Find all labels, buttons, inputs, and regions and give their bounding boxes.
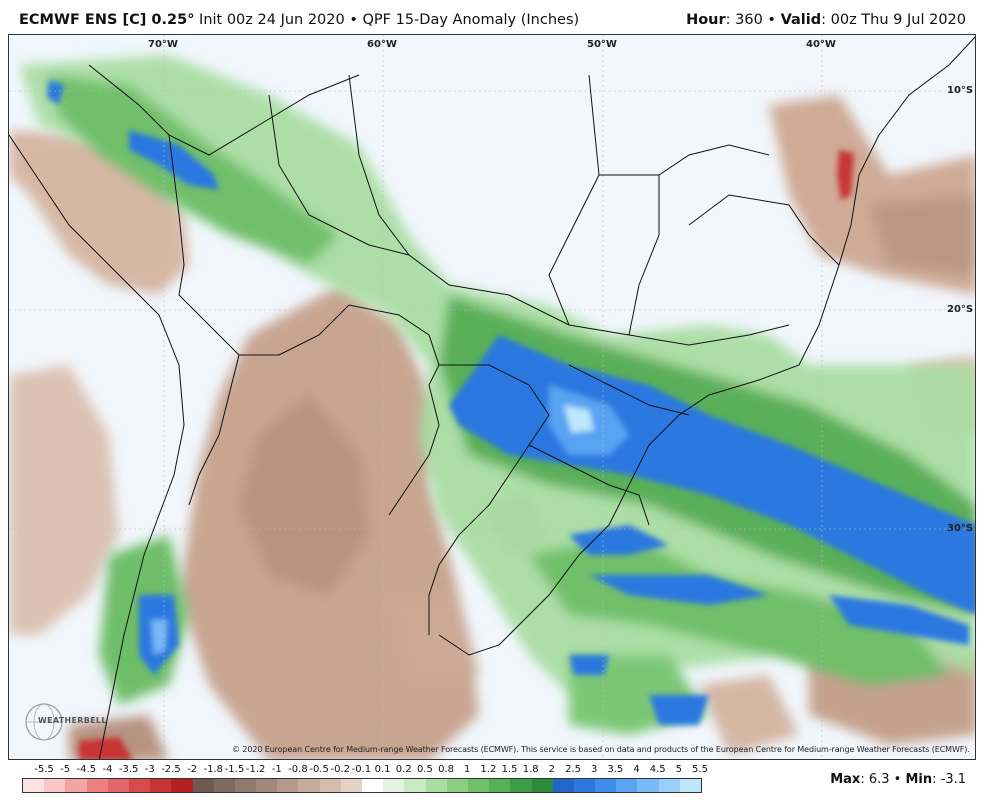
legend-tick: 5.5	[692, 764, 708, 775]
legend-swatch	[107, 779, 129, 792]
precipitation-anomaly-map[interactable]: 70°W 60°W 50°W 40°W 10°S 20°S 30°S	[8, 34, 976, 760]
color-legend: -5.5 -5 -4.5 -4 -3.5 -3 -2.5 -2 -1.8 -1.5 -1.2 -1 -0…	[22, 764, 708, 804]
map-canvas	[9, 35, 975, 759]
legend-swatch	[128, 779, 151, 792]
legend-swatch	[489, 779, 511, 792]
legend-swatch	[467, 779, 490, 792]
degree-symbol: °	[187, 12, 195, 28]
legend-tick: 5	[675, 764, 683, 775]
legend-tick: -0.1	[351, 764, 372, 775]
valid-label: Valid	[780, 12, 822, 28]
legend-tick: -5.5	[34, 764, 54, 775]
min-value: : -3.1	[932, 772, 966, 787]
lat-label-30s: 30°S	[947, 523, 974, 534]
legend-tick: -1.8	[203, 764, 224, 775]
legend-tick: 1.5	[501, 764, 518, 775]
lon-label-40w: 40°W	[806, 39, 836, 50]
legend-swatch	[573, 779, 596, 792]
legend-tick: 1.8	[522, 764, 539, 775]
copyright-notice: © 2020 European Centre for Medium-range …	[232, 745, 970, 754]
legend-tick: 1	[464, 764, 471, 775]
legend-tick: 4.5	[649, 764, 666, 775]
valid-value: : 00z Thu 9 Jul 2020	[821, 12, 966, 28]
legend-tick: -1.5	[224, 764, 245, 775]
legend-tick: 2.5	[565, 764, 581, 775]
legend-tick: 2	[548, 764, 556, 775]
lon-label-50w: 50°W	[587, 39, 617, 50]
red-anomaly-regions	[79, 150, 854, 759]
legend-swatch	[616, 779, 638, 792]
legend-swatch	[658, 779, 680, 792]
legend-swatch	[319, 779, 341, 792]
legend-swatch	[213, 779, 235, 792]
legend-swatch	[510, 779, 532, 792]
legend-tick: 1.2	[480, 764, 497, 775]
hour-value: : 360 •	[725, 12, 781, 28]
legend-tick: 0.8	[438, 764, 455, 775]
legend-swatch	[552, 779, 574, 792]
legend-swatch	[234, 779, 257, 792]
weatherbell-globe-icon	[25, 703, 63, 741]
legend-tick: -2	[187, 764, 198, 775]
legend-swatch	[86, 779, 108, 792]
lat-label-20s: 20°S	[947, 304, 974, 315]
legend-tick: 0.5	[416, 764, 433, 775]
legend-swatch	[23, 779, 45, 792]
high-anomaly-regions	[47, 80, 975, 725]
legend-tick: -0.2	[330, 764, 351, 775]
legend-swatch	[65, 779, 87, 792]
legend-swatch	[298, 779, 320, 792]
map-title: ECMWF ENS [C] 0.25° Init 00z 24 Jun 2020…	[19, 12, 579, 28]
legend-tick: -0.8	[288, 764, 308, 775]
legend-tick: -2.5	[161, 764, 181, 775]
legend-swatch	[637, 779, 659, 792]
legend-swatch	[679, 779, 701, 792]
legend-tick: -5	[60, 764, 71, 775]
model-name: ECMWF ENS [C] 0.25	[19, 12, 188, 28]
graticule	[9, 35, 975, 759]
max-label: Max	[830, 772, 861, 787]
legend-tick: 0.2	[395, 764, 412, 775]
country-borders	[9, 36, 975, 759]
legend-tick-labels: -5.5 -5 -4.5 -4 -3.5 -3 -2.5 -2 -1.8 -1.5 -1.2 -1 -0…	[22, 764, 708, 778]
hour-label: Hour	[686, 12, 726, 28]
legend-swatch	[404, 779, 426, 792]
legend-tick: -1.2	[245, 764, 266, 775]
legend-swatch	[425, 779, 447, 792]
lon-label-60w: 60°W	[367, 39, 397, 50]
legend-tick: -4	[102, 764, 113, 775]
legend-swatch	[44, 779, 66, 792]
legend-swatch	[256, 779, 278, 792]
legend-swatch	[171, 779, 193, 792]
valid-time: Hour: 360 • Valid: 00z Thu 9 Jul 2020	[686, 12, 966, 28]
legend-swatch	[277, 779, 299, 792]
header: ECMWF ENS [C] 0.25° Init 00z 24 Jun 2020…	[0, 0, 984, 34]
init-and-product: Init 00z 24 Jun 2020 • QPF 15-Day Anomal…	[194, 12, 580, 28]
max-min-readout: Max: 6.3 • Min: -3.1	[830, 772, 966, 787]
legend-swatch	[446, 779, 468, 792]
min-label: Min	[905, 772, 933, 787]
legend-color-bar	[22, 778, 702, 793]
legend-swatch	[192, 779, 214, 792]
legend-tick: 0.1	[374, 764, 391, 775]
legend-tick: 4	[633, 764, 640, 775]
legend-tick: -4.5	[76, 764, 97, 775]
lon-label-70w: 70°W	[148, 39, 178, 50]
lat-label-10s: 10°S	[947, 85, 974, 96]
legend-swatch	[150, 779, 172, 792]
legend-tick: -3	[144, 764, 155, 775]
legend-tick: -3.5	[118, 764, 139, 775]
legend-tick: -1	[271, 764, 282, 775]
legend-tick: 3	[591, 764, 598, 775]
legend-swatch	[595, 779, 617, 792]
legend-swatch	[362, 779, 384, 792]
legend-tick: -0.5	[309, 764, 329, 775]
max-value: : 6.3 •	[860, 772, 906, 787]
legend-swatch	[531, 779, 553, 792]
legend-swatch	[340, 779, 362, 792]
legend-swatch	[383, 779, 405, 792]
legend-tick: 3.5	[607, 764, 624, 775]
weatherbell-logo-text: WEATHERBELL	[38, 716, 107, 725]
